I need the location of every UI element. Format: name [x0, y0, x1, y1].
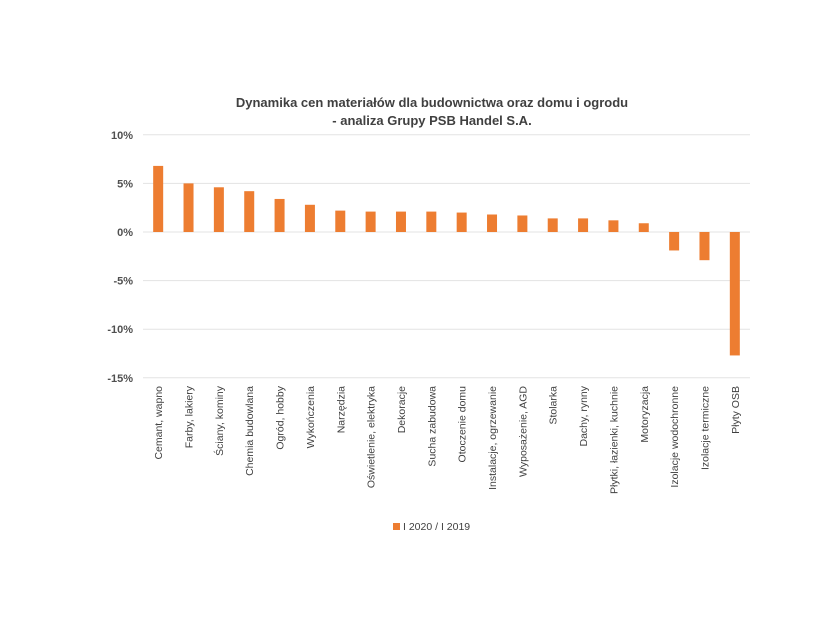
chart-title-line-2: - analiza Grupy PSB Handel S.A. [332, 113, 531, 128]
y-tick-label: 0% [117, 227, 133, 239]
x-category-label: Stolarka [548, 386, 560, 425]
bar [699, 232, 710, 261]
x-category-label: Otoczenie domu [457, 386, 469, 463]
x-category-label: Sucha zabudowa [426, 386, 438, 467]
x-category-label: Izolacje wodochronne [669, 386, 681, 488]
bar [729, 232, 740, 356]
bar [517, 215, 528, 232]
y-tick-label: 5% [117, 178, 133, 190]
legend-label: I 2020 / I 2019 [403, 521, 470, 533]
bar [395, 211, 406, 232]
bar [578, 218, 589, 232]
x-category-label: Ściany, kominy [213, 385, 226, 456]
x-category-label: Chemia budowlana [244, 386, 256, 476]
x-category-label: Ogród, hobby [275, 385, 287, 449]
x-category-label: Izolacje termiczne [699, 386, 711, 470]
bar [335, 210, 346, 232]
x-category-label: Płyty OSB [730, 386, 742, 434]
x-category-label: Płytki, łazienki, kuchnie [608, 386, 620, 494]
x-category-label: Wyposażenie, AGD [517, 386, 529, 477]
legend: I 2020 / I 2019 [393, 521, 470, 533]
bar [153, 165, 164, 232]
bar [183, 183, 194, 232]
bar [304, 204, 315, 232]
bar [638, 223, 649, 232]
x-category-label: Narzędzia [335, 386, 347, 433]
y-tick-label: -15% [107, 373, 133, 385]
bar [213, 187, 224, 232]
y-tick-label: -10% [107, 324, 133, 336]
x-category-label: Motoryzacja [639, 386, 651, 443]
bar [456, 212, 467, 232]
bar [547, 218, 558, 232]
chart-title-line-1: Dynamika cen materiałów dla budownictwa … [236, 95, 628, 110]
x-category-label: Cemant, wapno [153, 386, 165, 460]
y-tick-label: 10% [111, 130, 133, 142]
x-category-label: Oświetlenie, elektryka [366, 386, 378, 488]
bar [244, 191, 255, 232]
x-category-label: Dachy, rynny [578, 385, 590, 446]
x-category-label: Farby, lakiery [184, 385, 196, 448]
bar [608, 220, 619, 232]
bar [274, 198, 285, 232]
bar [487, 214, 498, 232]
bar [365, 211, 376, 232]
bar [426, 211, 437, 232]
y-tick-label: -5% [113, 276, 133, 288]
x-category-label: Wykończenia [305, 386, 317, 449]
bar [669, 232, 680, 251]
x-category-label: Dekoracje [396, 386, 408, 433]
x-category-label: Instalacje, ogrzewanie [487, 386, 499, 490]
legend-swatch [393, 523, 400, 530]
